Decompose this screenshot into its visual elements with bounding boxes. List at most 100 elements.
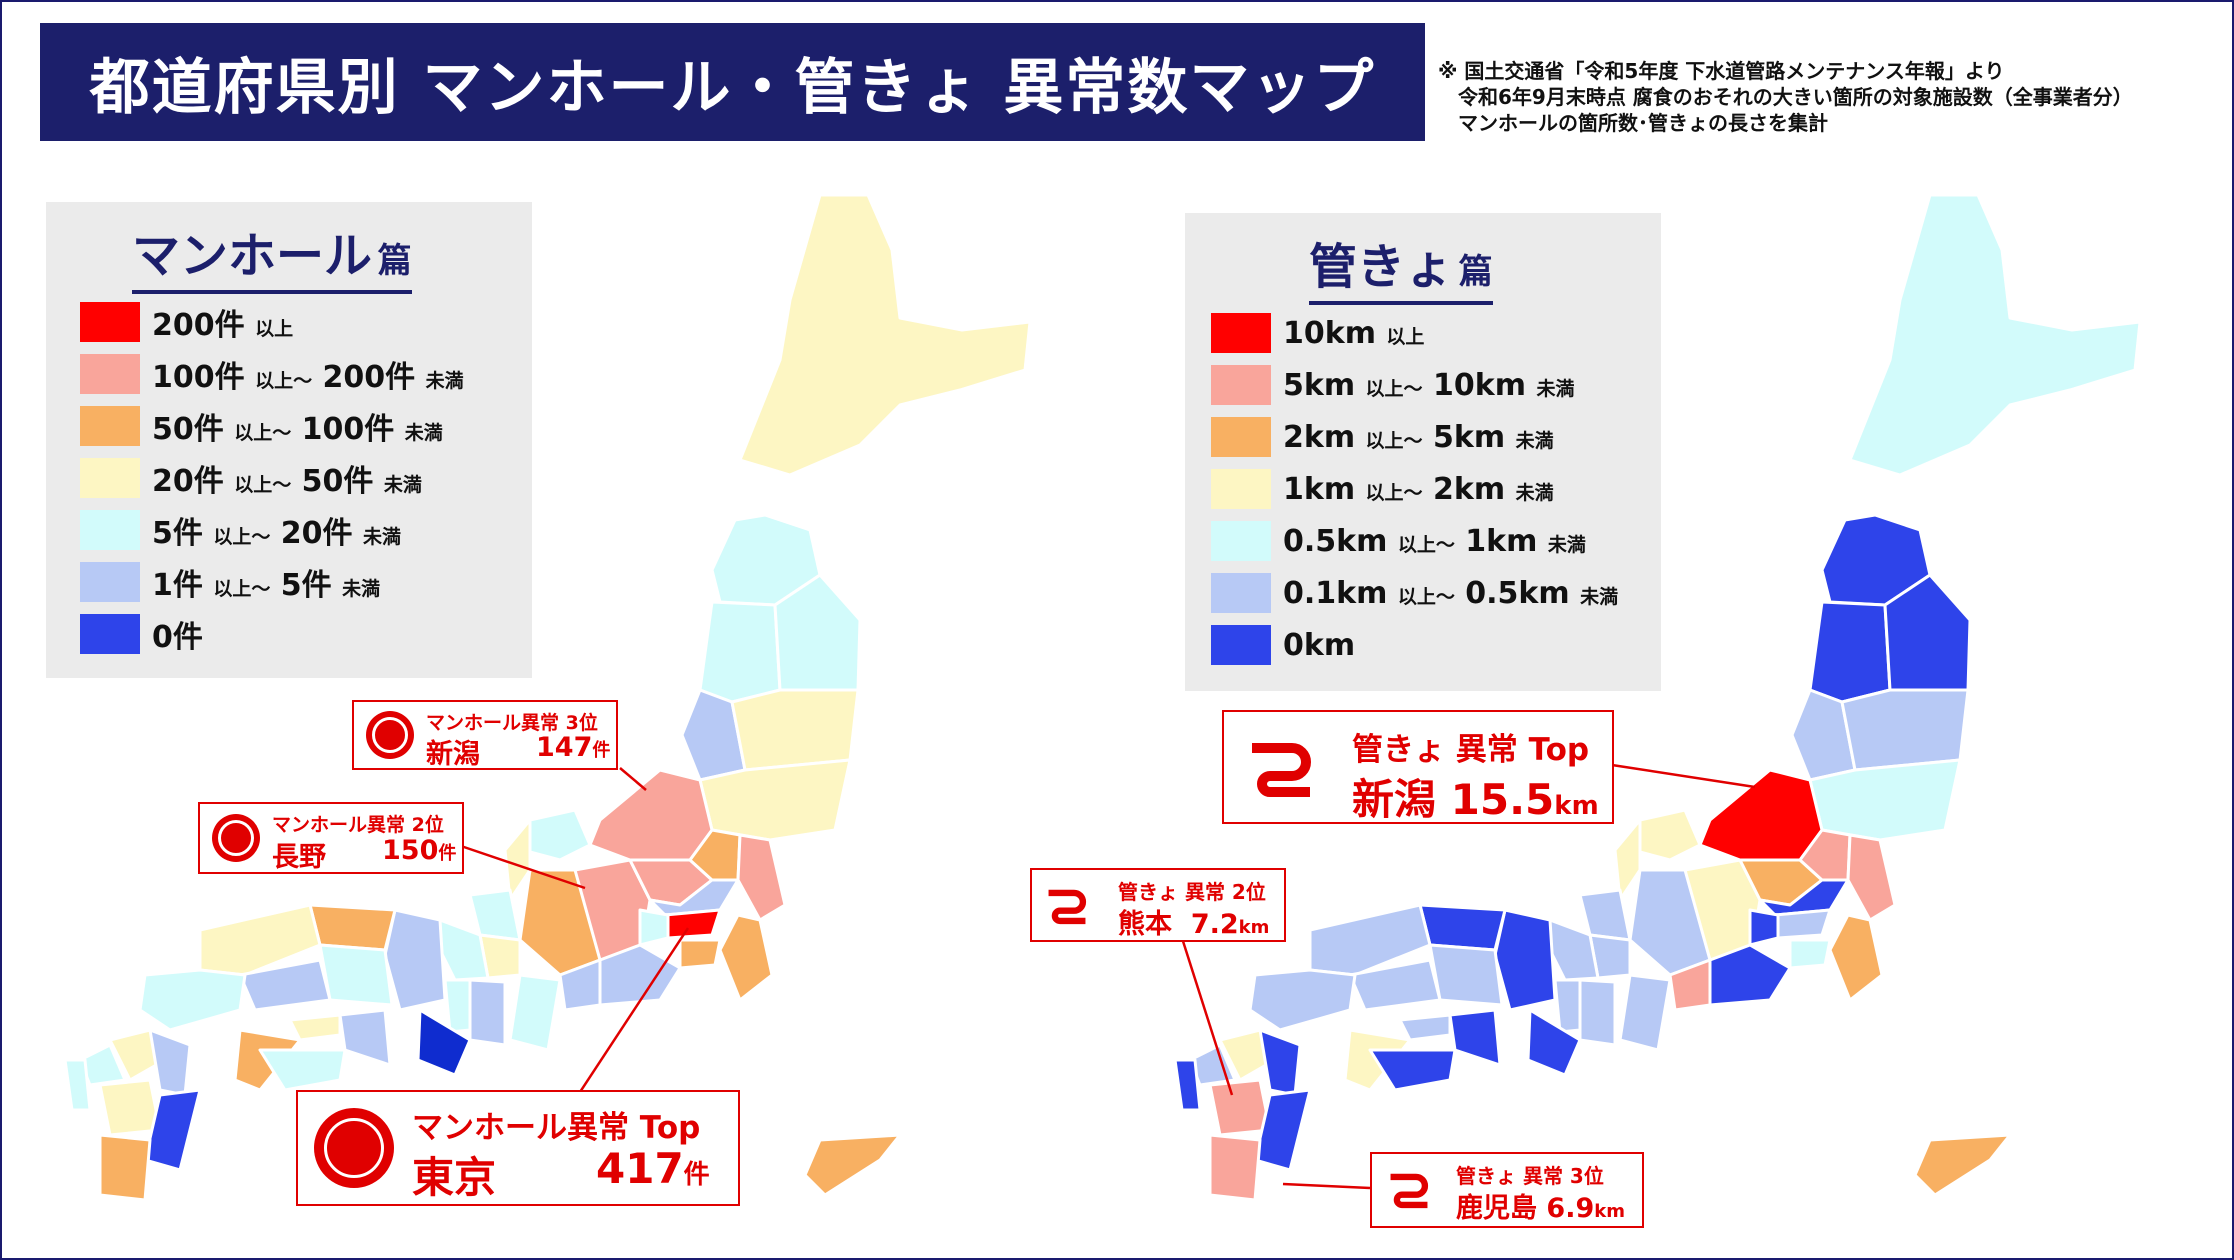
pipe-legend-swatch [1211, 521, 1271, 561]
wakayama [1526, 1008, 1582, 1077]
chiba [1828, 913, 1884, 1002]
oita [1258, 1028, 1302, 1097]
hyogo [383, 908, 447, 1012]
manhole-legend-label-main: 0件 [152, 620, 203, 655]
callout-pipe-second: 管きょ 異常 2位 熊本 7.2km [1030, 868, 1286, 942]
pipe-legend-label-main: 0.5km [1283, 523, 1388, 559]
pipe-legend-label-mid: 以上～ [1365, 377, 1423, 400]
tokyo [1773, 908, 1832, 940]
callout-pref: 熊本 [1118, 909, 1172, 940]
manhole-legend-item: 5件 以上～ 20件 未満 [80, 510, 402, 551]
iwate [1883, 573, 1972, 692]
pipe-legend-label-main: 10km [1283, 315, 1376, 351]
pipe-legend: 管きょ 篇 10km 以上 5km 以上～ 10km 未満 2km 以上～ 5k… [1185, 213, 1661, 691]
pipe-legend-label-main2: 5km [1433, 419, 1506, 455]
manhole-legend-label-tail: 未満 [425, 370, 464, 392]
manhole-legend-label-mid: 以上～ [213, 578, 271, 600]
miyazaki [1253, 1088, 1312, 1172]
callout-pref: 東京 [412, 1153, 497, 1202]
manhole-legend-swatch [80, 562, 140, 602]
pipe-legend-swatch [1211, 417, 1271, 457]
pipe-legend-item: 2km 以上～ 5km 未満 [1211, 417, 1554, 457]
kanagawa [678, 938, 722, 970]
manhole-legend-item: 200件 以上 [80, 302, 294, 343]
callout-pref: 鹿児島 [1456, 1193, 1537, 1224]
manhole-legend: マンホール 篇 200件 以上 100件 以上～ 200件 未満 50件 以上～… [46, 202, 532, 678]
manhole-legend-label-tail: 未満 [404, 422, 443, 444]
manhole-legend-label-main: 1件 [152, 568, 203, 603]
ishikawa [1613, 818, 1642, 902]
callout-pref: 新潟 [1352, 775, 1437, 824]
manhole-legend-label: 1件 以上～ 5件 未満 [152, 560, 380, 604]
pipe-legend-title-suffix: 篇 [1458, 252, 1493, 292]
chiba [718, 913, 774, 1002]
manhole-legend-label-main: 5件 [152, 516, 203, 551]
pipe-legend-swatch [1211, 469, 1271, 509]
pipe-legend-label: 0.1km 以上～ 0.5km 未満 [1283, 576, 1618, 611]
manhole-cover-icon [314, 1108, 394, 1188]
mie [1618, 973, 1672, 1052]
kanagawa [1788, 938, 1832, 970]
yamanashi [638, 908, 670, 947]
pipe-legend-label-main: 1km [1283, 471, 1356, 507]
yamaguchi [1248, 968, 1357, 1032]
manhole-legend-label-tail: 未満 [363, 526, 402, 548]
manhole-legend-swatch [80, 510, 140, 550]
miyazaki [143, 1088, 202, 1172]
callout-rank: 管きょ 異常 3位 [1456, 1164, 1604, 1188]
manhole-legend-label: 0件 [152, 612, 203, 656]
nara [468, 978, 507, 1047]
source-note-line-1: ※ 国土交通省「令和5年度 下水道管路メンテナンス年報」より [1438, 59, 2005, 83]
hokkaido [738, 193, 1032, 477]
manhole-legend-swatch [80, 406, 140, 446]
tottori [1418, 903, 1507, 952]
leader-pipe-niigata [1611, 763, 1756, 789]
manhole-legend-label-mid: 以上～ [255, 370, 313, 392]
mie [508, 973, 562, 1052]
pipe-legend-swatch [1211, 625, 1271, 665]
nagasaki [1173, 1058, 1202, 1112]
manhole-legend-label-tail: 未満 [342, 578, 381, 600]
callout-value: 15.5 [1450, 775, 1555, 824]
oita [148, 1028, 192, 1097]
callout-unit: 件 [438, 843, 457, 864]
manhole-legend-swatch [80, 354, 140, 394]
callout-value: 147 [536, 732, 593, 763]
manhole-legend-item: 1件 以上～ 5件 未満 [80, 560, 380, 604]
manhole-legend-label-mid: 以上～ [213, 526, 271, 548]
pipe-legend-label: 5km 以上～ 10km 未満 [1283, 368, 1574, 403]
pipe-legend-label: 10km 以上 [1283, 316, 1424, 351]
pipe-legend-label-tail: 未満 [1515, 429, 1554, 452]
pipe-legend-label-tail: 未満 [1536, 377, 1575, 400]
pipe-legend-label-main: 2km [1283, 419, 1356, 455]
pipe-legend-label-mid: 以上～ [1397, 533, 1455, 556]
manhole-legend-swatch [80, 614, 140, 654]
leader-pipe-kumamoto [1180, 937, 1234, 1096]
kagawa [1398, 1013, 1452, 1042]
pipe-legend-label-main: 5km [1283, 367, 1356, 403]
callout-rank: マンホール異常 Top [412, 1110, 701, 1146]
niigata [1698, 768, 1824, 862]
osaka [443, 978, 472, 1034]
pipe-legend-label-main2: 2km [1433, 471, 1506, 507]
pipe-legend-label: 1km 以上～ 2km 未満 [1283, 472, 1554, 507]
callout-manhole-third: マンホール異常 3位 新潟 147件 [352, 700, 618, 770]
pipe-legend-swatch [1211, 365, 1271, 405]
callout-value: 150 [382, 835, 439, 866]
manhole-legend-label-mid: 以上 [255, 318, 294, 340]
okayama [318, 943, 394, 1007]
manhole-map [63, 193, 1032, 1202]
pipe-legend-label-tail: 未満 [1515, 481, 1554, 504]
kumamoto [98, 1078, 162, 1137]
pipe-map [1173, 193, 2142, 1202]
pipe-legend-label-main2: 10km [1433, 367, 1526, 403]
manhole-legend-label-main: 20件 [152, 464, 224, 499]
callout-value: 417 [596, 1144, 684, 1193]
kochi [258, 1048, 347, 1092]
manhole-legend-label: 100件 以上～ 200件 未満 [152, 352, 464, 396]
pipe-legend-title-main: 管きょ [1309, 239, 1454, 295]
callout-pipe-third: 管きょ 異常 3位 鹿児島 6.9km [1370, 1152, 1644, 1228]
callout-rank: 管きょ 異常 Top [1352, 732, 1590, 768]
kagoshima [1208, 1133, 1262, 1202]
page-title-text: 都道府県別 マンホール・管きょ 異常数マップ [89, 52, 1376, 123]
